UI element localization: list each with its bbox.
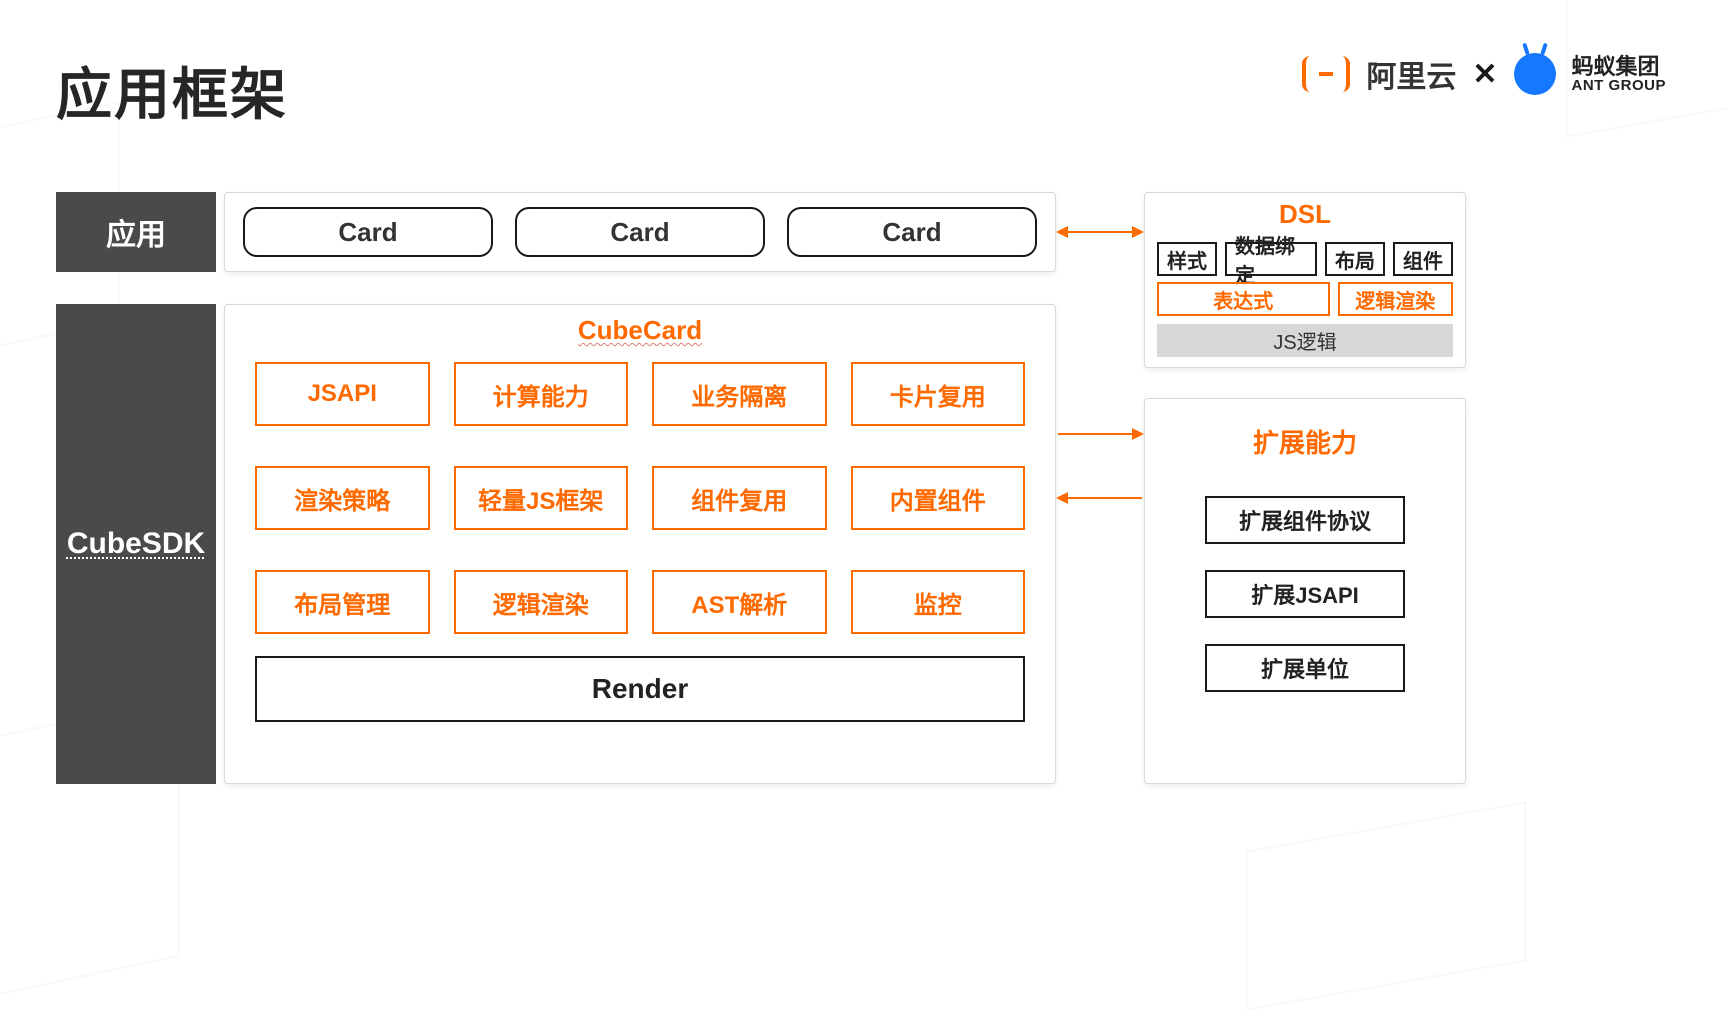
aliyun-label: 阿里云	[1366, 52, 1456, 96]
extension-title: 扩展能力	[1253, 423, 1357, 460]
sidebar-cubesdk: CubeSDK	[56, 304, 216, 784]
antgroup-label-en: ANT GROUP	[1572, 78, 1667, 94]
separator-x: ✕	[1472, 57, 1497, 92]
cube-cell-compute: 计算能力	[454, 362, 629, 426]
panel-extension: 扩展能力 扩展组件协议 扩展JSAPI 扩展单位	[1144, 398, 1466, 784]
antgroup-label-cn: 蚂蚁集团	[1572, 55, 1667, 78]
cube-cell-logic-render: 逻辑渲染	[454, 570, 629, 634]
cube-cell-render-strategy: 渲染策略	[255, 466, 430, 530]
cube-cell-light-js: 轻量JS框架	[454, 466, 629, 530]
cubecard-grid: JSAPI 计算能力 业务隔离 卡片复用 渲染策略 轻量JS框架 组件复用 内置…	[255, 352, 1025, 656]
cube-cell-component-reuse: 组件复用	[652, 466, 827, 530]
arrow-ext-to-cube	[1058, 497, 1142, 499]
ext-cell-component-protocol: 扩展组件协议	[1205, 496, 1405, 544]
dsl-cell-js-logic: JS逻辑	[1157, 324, 1453, 357]
dsl-cell-databind: 数据绑定	[1225, 242, 1317, 276]
dsl-cell-expression: 表达式	[1157, 282, 1330, 316]
card-pill: Card	[243, 207, 493, 257]
ext-cell-unit: 扩展单位	[1205, 644, 1405, 692]
panel-cubecard: CubeCard JSAPI 计算能力 业务隔离 卡片复用 渲染策略 轻量JS框…	[224, 304, 1056, 784]
dsl-cell-logic-render: 逻辑渲染	[1338, 282, 1453, 316]
cube-cell-card-reuse: 卡片复用	[851, 362, 1026, 426]
cube-cell-builtin-components: 内置组件	[851, 466, 1026, 530]
dsl-title: DSL	[1279, 199, 1331, 230]
cube-cell-isolation: 业务隔离	[652, 362, 827, 426]
card-pill: Card	[515, 207, 765, 257]
dsl-cell-component: 组件	[1393, 242, 1453, 276]
sidebar-app: 应用	[56, 192, 216, 272]
cube-cell-monitor: 监控	[851, 570, 1026, 634]
arrow-cube-to-ext	[1058, 433, 1142, 435]
antgroup-icon	[1514, 53, 1556, 95]
page-title: 应用框架	[56, 50, 288, 131]
dsl-cell-style: 样式	[1157, 242, 1217, 276]
ext-cell-jsapi: 扩展JSAPI	[1205, 570, 1405, 618]
cubecard-title: CubeCard	[578, 315, 702, 346]
arrow-app-dsl	[1058, 231, 1142, 233]
card-pill: Card	[787, 207, 1037, 257]
cube-cell-jsapi: JSAPI	[255, 362, 430, 426]
aliyun-icon	[1302, 56, 1350, 92]
render-bar: Render	[255, 656, 1025, 722]
sidebar-cubesdk-label: CubeSDK	[67, 527, 205, 561]
cube-cell-ast-parse: AST解析	[652, 570, 827, 634]
panel-dsl: DSL 样式 数据绑定 布局 组件 表达式 逻辑渲染 JS逻辑	[1144, 192, 1466, 368]
cube-cell-layout-mgmt: 布局管理	[255, 570, 430, 634]
dsl-cell-layout: 布局	[1325, 242, 1385, 276]
sidebar-app-label: 应用	[106, 210, 166, 254]
logo-bar: 阿里云 ✕ 蚂蚁集团 ANT GROUP	[1302, 52, 1666, 96]
panel-app-row: Card Card Card	[224, 192, 1056, 272]
